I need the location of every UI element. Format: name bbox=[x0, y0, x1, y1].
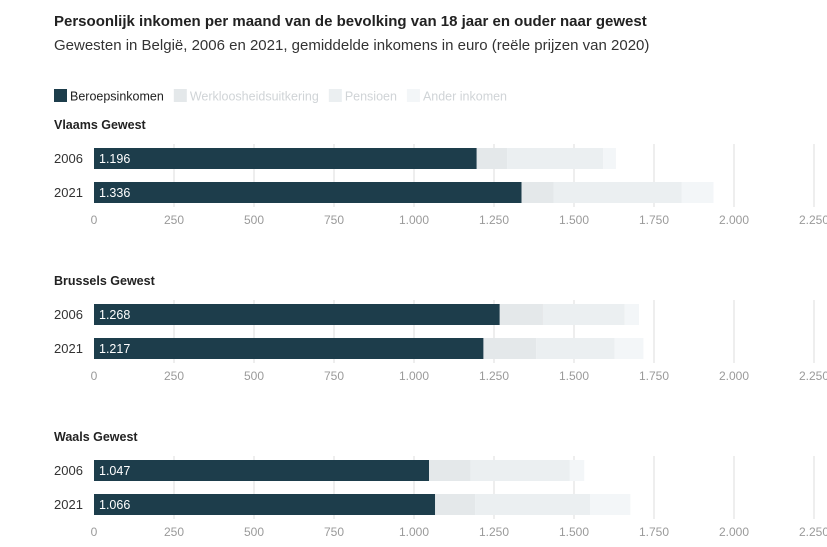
bar-ander-inkomen bbox=[590, 494, 631, 515]
bar-beroepsinkomen bbox=[94, 460, 430, 481]
x-tick-label: 250 bbox=[164, 369, 184, 383]
x-tick-label: 750 bbox=[324, 369, 344, 383]
x-tick-label: 0 bbox=[91, 369, 98, 383]
bar-pensioen bbox=[507, 148, 604, 169]
bar-ander-inkomen bbox=[569, 460, 585, 481]
x-tick-label: 1.250 bbox=[479, 213, 509, 227]
chart-subtitle: Gewesten in België, 2006 en 2021, gemidd… bbox=[54, 37, 650, 54]
x-tick-label: 2.250 bbox=[799, 213, 827, 227]
bar-beroepsinkomen bbox=[94, 304, 500, 325]
x-tick-label: 500 bbox=[244, 213, 264, 227]
x-tick-label: 1.250 bbox=[479, 525, 509, 539]
x-tick-label: 1.750 bbox=[639, 369, 669, 383]
bar-pensioen bbox=[542, 304, 625, 325]
x-tick-label: 2.250 bbox=[799, 369, 827, 383]
x-tick-label: 2.250 bbox=[799, 525, 827, 539]
bar-pensioen bbox=[553, 182, 682, 203]
data-label: 1.217 bbox=[99, 342, 130, 356]
bar-ander-inkomen bbox=[614, 338, 644, 359]
bar-beroepsinkomen bbox=[94, 494, 436, 515]
x-tick-label: 1.000 bbox=[399, 369, 429, 383]
data-label: 1.336 bbox=[99, 186, 130, 200]
legend-label-ander-inkomen: Ander inkomen bbox=[423, 90, 507, 104]
x-tick-label: 250 bbox=[164, 213, 184, 227]
panel-title-vlaams-gewest: Vlaams Gewest bbox=[54, 118, 147, 132]
bar-ander-inkomen bbox=[603, 148, 616, 169]
panel-title-brussels-gewest: Brussels Gewest bbox=[54, 274, 156, 288]
bar-werkloosheidsuitkering bbox=[435, 494, 476, 515]
panel-title-waals-gewest: Waals Gewest bbox=[54, 430, 138, 444]
x-tick-label: 2.000 bbox=[719, 213, 749, 227]
legend-label-pensioen: Pensioen bbox=[345, 90, 397, 104]
x-tick-label: 500 bbox=[244, 525, 264, 539]
bar-werkloosheidsuitkering bbox=[429, 460, 471, 481]
legend-swatch-werkloosheidsuitkering bbox=[173, 89, 187, 102]
bar-pensioen bbox=[470, 460, 570, 481]
x-tick-label: 1.750 bbox=[639, 525, 669, 539]
category-label-brussels-gewest-2006: 2006 bbox=[54, 307, 83, 322]
data-label: 1.196 bbox=[99, 152, 130, 166]
category-label-waals-gewest-2006: 2006 bbox=[54, 463, 83, 478]
bar-werkloosheidsuitkering bbox=[483, 338, 537, 359]
x-tick-label: 1.500 bbox=[559, 369, 589, 383]
data-label: 1.066 bbox=[99, 498, 130, 512]
category-label-waals-gewest-2021: 2021 bbox=[54, 497, 83, 512]
x-tick-label: 1.500 bbox=[559, 525, 589, 539]
x-tick-label: 1.750 bbox=[639, 213, 669, 227]
x-tick-label: 1.500 bbox=[559, 213, 589, 227]
legend-swatch-pensioen bbox=[328, 89, 342, 102]
legend-label-werkloosheidsuitkering: Werkloosheidsuitkering bbox=[190, 90, 319, 104]
x-tick-label: 1.000 bbox=[399, 213, 429, 227]
x-tick-label: 500 bbox=[244, 369, 264, 383]
x-tick-label: 750 bbox=[324, 525, 344, 539]
x-tick-label: 1.000 bbox=[399, 525, 429, 539]
x-tick-label: 0 bbox=[91, 525, 98, 539]
data-label: 1.268 bbox=[99, 308, 130, 322]
category-label-vlaams-gewest-2006: 2006 bbox=[54, 151, 83, 166]
bar-ander-inkomen bbox=[624, 304, 639, 325]
bar-werkloosheidsuitkering bbox=[521, 182, 554, 203]
bar-ander-inkomen bbox=[681, 182, 714, 203]
x-tick-label: 2.000 bbox=[719, 525, 749, 539]
legend-swatch-ander-inkomen bbox=[406, 89, 420, 102]
bar-beroepsinkomen bbox=[94, 148, 477, 169]
x-tick-label: 1.250 bbox=[479, 369, 509, 383]
category-label-brussels-gewest-2021: 2021 bbox=[54, 341, 83, 356]
bar-werkloosheidsuitkering bbox=[476, 148, 508, 169]
x-tick-label: 250 bbox=[164, 525, 184, 539]
data-label: 1.047 bbox=[99, 464, 130, 478]
bar-beroepsinkomen bbox=[94, 182, 522, 203]
bar-pensioen bbox=[536, 338, 615, 359]
bar-beroepsinkomen bbox=[94, 338, 484, 359]
category-label-vlaams-gewest-2021: 2021 bbox=[54, 185, 83, 200]
bar-pensioen bbox=[475, 494, 591, 515]
x-tick-label: 2.000 bbox=[719, 369, 749, 383]
chart-title: Persoonlijk inkomen per maand van de bev… bbox=[54, 13, 647, 30]
bar-werkloosheidsuitkering bbox=[499, 304, 543, 325]
legend-swatch-beroepsinkomen bbox=[54, 89, 67, 102]
x-tick-label: 750 bbox=[324, 213, 344, 227]
x-tick-label: 0 bbox=[91, 213, 98, 227]
legend-label-beroepsinkomen: Beroepsinkomen bbox=[70, 90, 164, 104]
